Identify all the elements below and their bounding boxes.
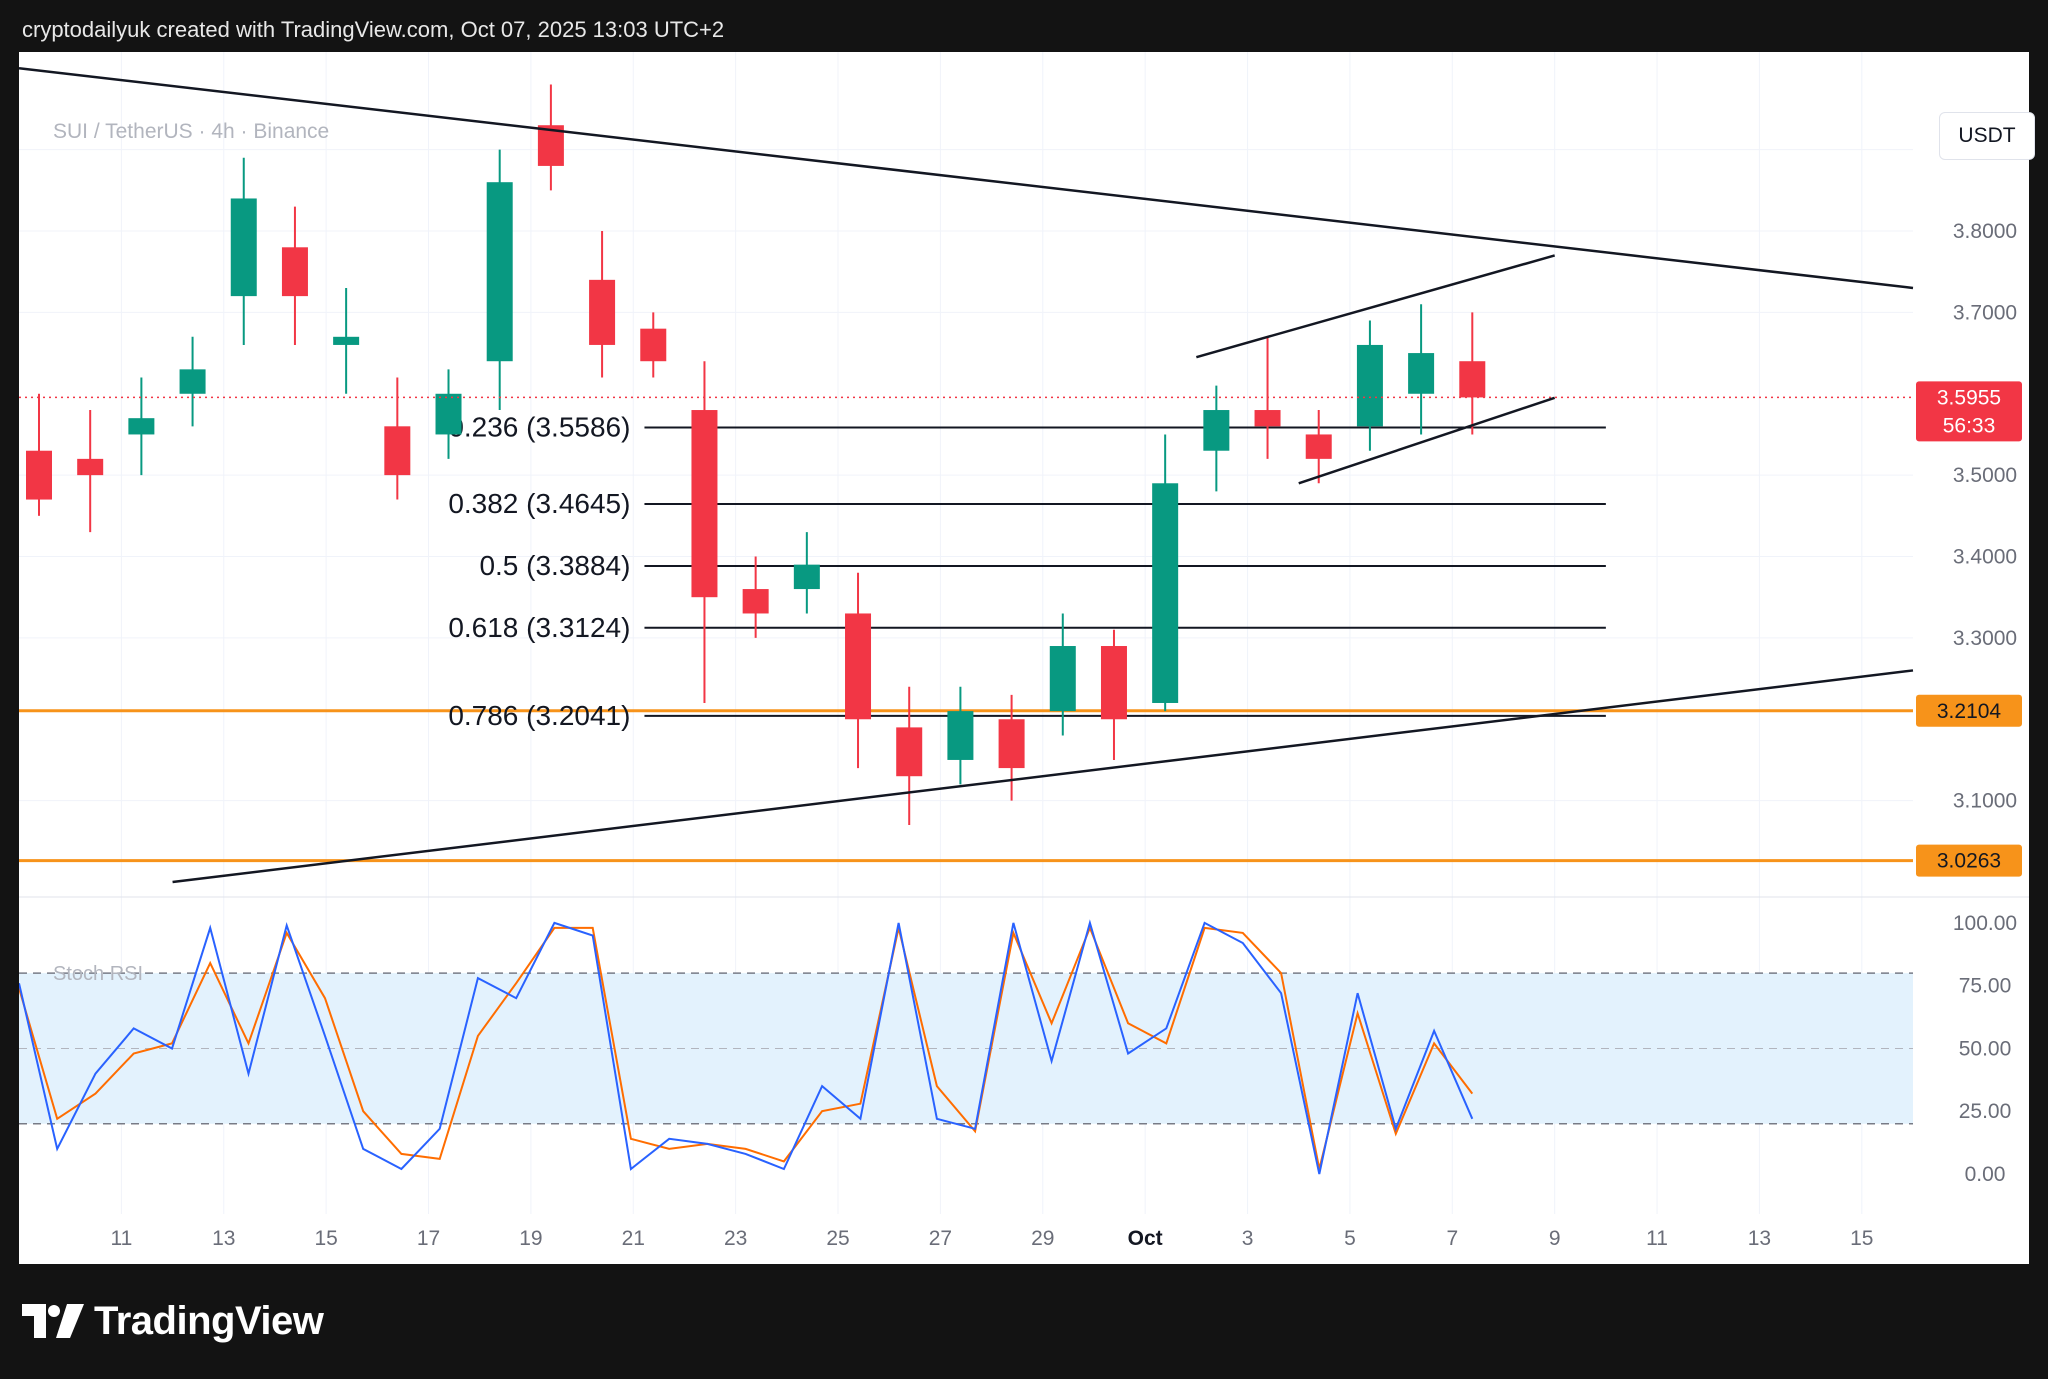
fib-level-label: 0.5 (3.3884) (479, 550, 630, 581)
candle-body (179, 369, 206, 394)
watermark-header: cryptodailyuk created with TradingView.c… (22, 17, 725, 42)
x-tick-label: 19 (519, 1227, 542, 1250)
stoch-tick-label: 100.00 (1953, 912, 2017, 935)
x-tick-label: 11 (110, 1227, 132, 1250)
level-price-value: 3.0263 (1937, 850, 2001, 873)
stoch-d-series (19, 925, 1474, 1170)
x-tick-label: 23 (724, 1227, 747, 1250)
x-tick-label: 13 (212, 1227, 235, 1250)
current-price-value: 3.5955 (1937, 386, 2001, 409)
stoch-tick-label: 25.00 (1959, 1100, 2012, 1123)
candle-body (1356, 344, 1383, 427)
indicator-label: Stoch RSI (53, 963, 144, 985)
x-tick-label: 15 (314, 1227, 337, 1250)
fib-level-label: 0.618 (3.3124) (448, 612, 630, 643)
level-price-tag (1916, 844, 2022, 877)
candle-body (77, 458, 104, 476)
x-tick-label: 3 (1242, 1227, 1254, 1250)
stoch-tick-label: 0.00 (1965, 1163, 2006, 1186)
candle-body (589, 279, 616, 345)
currency-button[interactable]: USDT (1939, 112, 2035, 160)
candle-body (845, 613, 872, 720)
candle-body (742, 589, 769, 614)
candle-body (1254, 410, 1281, 427)
level-price-tag (1916, 694, 2022, 727)
trendline-channel-lower (1298, 396, 1556, 485)
candle-body (947, 711, 974, 760)
candle-body (384, 426, 411, 476)
fib-level-label: 0.236 (3.5586) (448, 411, 630, 442)
price-chart[interactable]: 11131517192123252729Oct35791113153.90003… (19, 52, 2029, 1264)
candle-body (793, 564, 820, 590)
x-tick-label: Oct (1128, 1227, 1163, 1250)
candle-body (998, 719, 1025, 769)
price-tick-label: 3.8000 (1953, 220, 2017, 243)
x-tick-label: 15 (1850, 1227, 1873, 1250)
candle-body (1459, 361, 1486, 398)
stoch-tick-label: 75.00 (1959, 975, 2012, 998)
candle-body (230, 198, 257, 297)
price-tick-label: 3.7000 (1953, 301, 2017, 324)
price-tick-label: 3.1000 (1953, 790, 2017, 813)
candle-body (896, 727, 923, 777)
candle-body (640, 328, 667, 362)
candle-body (333, 336, 360, 345)
x-tick-label: 17 (417, 1227, 440, 1250)
price-tick-label: 3.4000 (1953, 546, 2017, 569)
candle-body (1049, 646, 1076, 712)
candle-body (1408, 353, 1435, 394)
x-tick-label: 5 (1344, 1227, 1356, 1250)
trendline-ascending-support (172, 669, 1914, 884)
fib-level-label: 0.382 (3.4645) (448, 488, 630, 519)
tradingview-logo-icon (22, 1304, 84, 1338)
candle-body (1100, 646, 1127, 720)
x-tick-label: 21 (622, 1227, 645, 1250)
candle-body (26, 450, 52, 500)
x-tick-label: 9 (1549, 1227, 1561, 1250)
x-tick-label: 27 (929, 1227, 952, 1250)
price-tick-label: 3.3000 (1953, 627, 2017, 650)
x-tick-label: 29 (1031, 1227, 1054, 1250)
trendline-descending-resistance (19, 67, 1914, 290)
candle-body (435, 393, 462, 435)
x-tick-label: 13 (1748, 1227, 1771, 1250)
x-tick-label: 25 (826, 1227, 849, 1250)
candle-body (128, 418, 155, 435)
candle-body (1152, 483, 1179, 703)
fib-level-label: 0.786 (3.2041) (448, 700, 630, 731)
candle-body (281, 247, 308, 297)
x-tick-label: 7 (1446, 1227, 1458, 1250)
candle-body (691, 410, 718, 598)
symbol-label: SUI / TetherUS · 4h · Binance (53, 120, 330, 143)
footer-brand: TradingView (22, 1295, 324, 1347)
level-price-value: 3.2104 (1937, 700, 2002, 723)
x-tick-label: 11 (1646, 1227, 1668, 1250)
current-price-tag (1916, 381, 2022, 442)
stoch-tick-label: 50.00 (1959, 1037, 2012, 1060)
candle-body (1305, 434, 1332, 459)
footer-brand-text: TradingView (94, 1298, 324, 1343)
chart-panel[interactable]: 11131517192123252729Oct35791113153.90003… (19, 52, 2035, 1264)
trendline-channel-upper (1196, 254, 1556, 359)
current-price-countdown: 56:33 (1943, 414, 1996, 437)
candle-body (486, 182, 513, 362)
stoch-k-series (19, 919, 1474, 1175)
price-tick-label: 3.5000 (1953, 464, 2017, 487)
candle-body (1203, 410, 1230, 451)
